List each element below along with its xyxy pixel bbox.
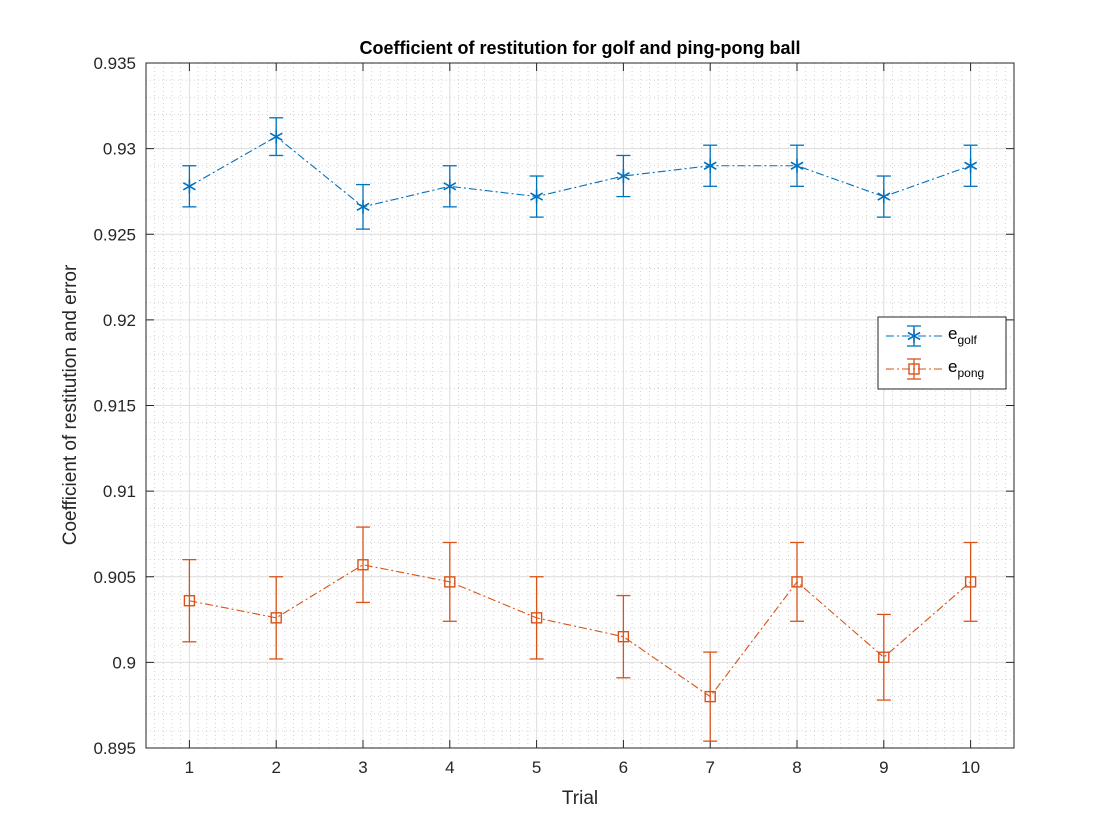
legend-item-golf: egolf bbox=[886, 324, 977, 347]
data-point bbox=[270, 612, 282, 624]
y-axis-label: Coefficient of restitution and error bbox=[60, 264, 81, 545]
legend: egolf epong bbox=[877, 316, 1007, 390]
legend-marker bbox=[907, 329, 921, 343]
error-bar bbox=[182, 558, 197, 643]
series-pong bbox=[182, 526, 978, 742]
chart-title: Coefficient of restitution for golf and … bbox=[360, 38, 801, 58]
data-point bbox=[356, 199, 370, 214]
legend-label: egolf bbox=[948, 324, 977, 347]
x-tick-label: 6 bbox=[619, 758, 628, 777]
series-line bbox=[189, 564, 971, 698]
data-point bbox=[183, 595, 196, 607]
y-tick-label: 0.925 bbox=[93, 225, 136, 244]
error-bar bbox=[790, 541, 804, 622]
data-point bbox=[791, 576, 803, 588]
data-point bbox=[617, 630, 630, 643]
x-tick-label: 3 bbox=[358, 758, 367, 777]
data-point bbox=[877, 189, 891, 204]
legend-label: epong bbox=[948, 357, 984, 380]
error-bar bbox=[269, 576, 284, 660]
error-bar bbox=[876, 613, 891, 701]
data-point bbox=[703, 158, 717, 173]
data-point bbox=[357, 559, 369, 571]
y-tick-label: 0.905 bbox=[93, 568, 136, 587]
error-bar bbox=[963, 541, 978, 622]
series-layer bbox=[182, 117, 978, 742]
y-tick-label: 0.92 bbox=[103, 311, 136, 330]
y-tick-label: 0.93 bbox=[103, 140, 136, 159]
x-axis-ticks: 1 2 3 4 5 6 7 8 9 10 bbox=[185, 63, 980, 777]
x-tick-label: 9 bbox=[879, 758, 888, 777]
y-tick-label: 0.935 bbox=[93, 54, 136, 73]
series-line bbox=[189, 135, 971, 208]
x-tick-label: 10 bbox=[961, 758, 980, 777]
data-point bbox=[444, 576, 456, 588]
data-point bbox=[530, 189, 544, 204]
data-point bbox=[530, 612, 543, 624]
error-bar bbox=[703, 651, 718, 742]
legend-marker bbox=[908, 363, 920, 375]
data-point bbox=[704, 690, 716, 703]
data-point bbox=[443, 179, 457, 194]
series-golf bbox=[182, 117, 978, 230]
x-tick-label: 4 bbox=[445, 758, 454, 777]
data-point bbox=[790, 158, 804, 173]
x-tick-label: 5 bbox=[532, 758, 541, 777]
y-tick-label: 0.9 bbox=[112, 653, 136, 672]
y-tick-label: 0.895 bbox=[93, 739, 136, 758]
x-tick-label: 8 bbox=[792, 758, 801, 777]
legend-box bbox=[877, 316, 1007, 390]
x-tick-label: 2 bbox=[271, 758, 280, 777]
y-tick-label: 0.915 bbox=[93, 397, 136, 416]
error-bar bbox=[616, 594, 631, 679]
data-point bbox=[964, 158, 978, 173]
data-point bbox=[616, 169, 630, 184]
x-tick-label: 1 bbox=[185, 758, 194, 777]
error-bar bbox=[442, 541, 457, 622]
data-point bbox=[964, 576, 977, 588]
x-axis-label: Trial bbox=[562, 788, 598, 809]
data-point bbox=[269, 129, 283, 144]
data-point bbox=[182, 179, 196, 194]
y-tick-label: 0.91 bbox=[103, 482, 136, 501]
error-bar bbox=[356, 526, 370, 604]
y-axis-ticks: 0.895 0.9 0.905 0.91 0.915 0.92 0.925 0.93 0.935 bbox=[93, 54, 1014, 758]
data-point bbox=[878, 651, 890, 663]
legend-item-pong: epong bbox=[886, 357, 984, 380]
error-bar bbox=[529, 576, 544, 660]
x-tick-label: 7 bbox=[705, 758, 714, 777]
